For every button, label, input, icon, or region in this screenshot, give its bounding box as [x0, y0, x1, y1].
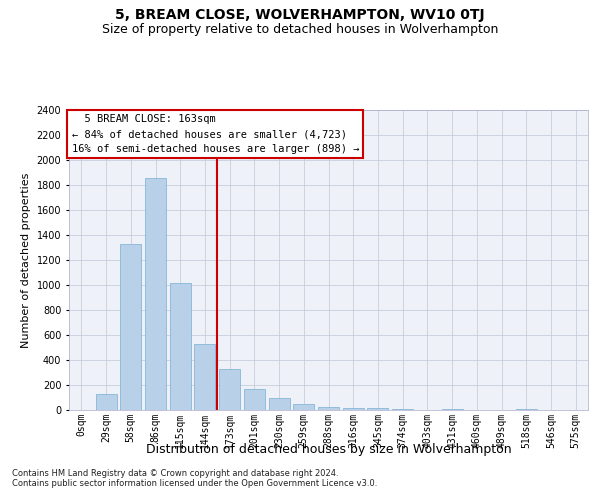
Bar: [293, 404, 314, 410]
Bar: [194, 344, 215, 410]
Text: Distribution of detached houses by size in Wolverhampton: Distribution of detached houses by size …: [146, 442, 512, 456]
Bar: [367, 408, 388, 410]
Bar: [442, 409, 463, 410]
Bar: [95, 394, 116, 410]
Text: Size of property relative to detached houses in Wolverhampton: Size of property relative to detached ho…: [102, 22, 498, 36]
Bar: [343, 408, 364, 410]
Bar: [318, 407, 339, 410]
Text: Contains HM Land Registry data © Crown copyright and database right 2024.: Contains HM Land Registry data © Crown c…: [12, 468, 338, 477]
Bar: [516, 409, 537, 410]
Text: Contains public sector information licensed under the Open Government Licence v3: Contains public sector information licen…: [12, 478, 377, 488]
Text: 5 BREAM CLOSE: 163sqm
← 84% of detached houses are smaller (4,723)
16% of semi-d: 5 BREAM CLOSE: 163sqm ← 84% of detached …: [71, 114, 359, 154]
Bar: [244, 390, 265, 410]
Bar: [392, 409, 413, 410]
Bar: [145, 178, 166, 410]
Bar: [269, 398, 290, 410]
Y-axis label: Number of detached properties: Number of detached properties: [21, 172, 31, 348]
Bar: [219, 369, 240, 410]
Bar: [170, 282, 191, 410]
Text: 5, BREAM CLOSE, WOLVERHAMPTON, WV10 0TJ: 5, BREAM CLOSE, WOLVERHAMPTON, WV10 0TJ: [115, 8, 485, 22]
Bar: [120, 244, 141, 410]
